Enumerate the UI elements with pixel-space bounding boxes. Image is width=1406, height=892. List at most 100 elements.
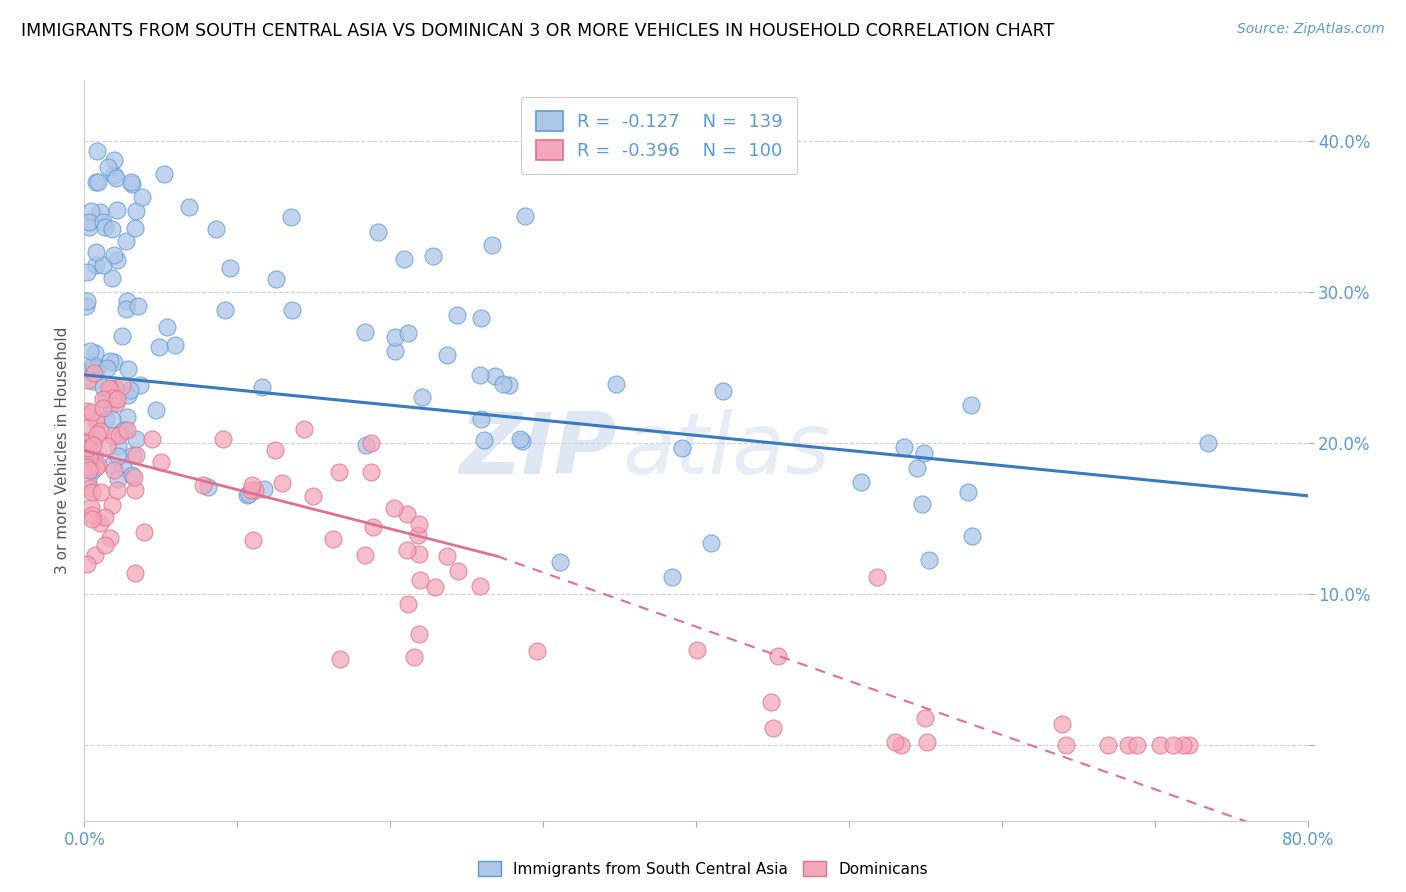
Point xyxy=(77,434,100,448)
Point xyxy=(110,425,132,439)
Point xyxy=(84,413,107,427)
Point xyxy=(526,644,548,658)
Text: atlas: atlas xyxy=(623,409,831,492)
Point xyxy=(1097,738,1119,752)
Point xyxy=(124,483,146,497)
Point xyxy=(893,441,915,455)
Point xyxy=(354,438,377,452)
Point xyxy=(115,294,138,309)
Point xyxy=(406,527,429,541)
Legend: R =  -0.127    N =  139, R =  -0.396    N =  100: R = -0.127 N = 139, R = -0.396 N = 100 xyxy=(522,96,797,175)
Point xyxy=(101,391,124,405)
Point xyxy=(91,258,114,272)
Point xyxy=(105,252,128,267)
Point xyxy=(77,463,100,477)
Point xyxy=(145,403,167,417)
Point xyxy=(73,442,96,457)
Point xyxy=(914,711,936,725)
Point xyxy=(392,252,415,266)
Point xyxy=(94,220,117,235)
Point xyxy=(121,178,143,192)
Point xyxy=(671,441,693,455)
Point xyxy=(468,579,491,593)
Point xyxy=(1050,717,1073,731)
Text: Source: ZipAtlas.com: Source: ZipAtlas.com xyxy=(1237,22,1385,37)
Point xyxy=(125,203,148,218)
Point xyxy=(86,144,108,158)
Point xyxy=(83,366,105,380)
Point xyxy=(112,423,135,437)
Point xyxy=(492,376,515,391)
Point xyxy=(76,293,98,308)
Point xyxy=(498,378,520,392)
Point xyxy=(94,412,117,426)
Point xyxy=(111,460,134,475)
Point xyxy=(1161,738,1184,752)
Point xyxy=(911,497,934,511)
Point xyxy=(236,488,259,502)
Point xyxy=(890,738,912,752)
Point xyxy=(103,153,125,167)
Point xyxy=(79,420,101,434)
Point xyxy=(100,458,122,473)
Point xyxy=(131,190,153,204)
Point xyxy=(425,581,447,595)
Point xyxy=(1171,738,1194,752)
Point xyxy=(82,508,104,522)
Point xyxy=(360,436,382,450)
Point xyxy=(82,463,104,477)
Point xyxy=(509,432,531,446)
Point xyxy=(281,303,304,318)
Point xyxy=(762,721,785,735)
Point xyxy=(101,412,124,426)
Point xyxy=(367,225,389,239)
Point xyxy=(82,437,104,451)
Y-axis label: 3 or more Vehicles in Household: 3 or more Vehicles in Household xyxy=(55,326,70,574)
Point xyxy=(470,368,492,382)
Point xyxy=(422,249,444,263)
Point xyxy=(83,346,105,360)
Point xyxy=(396,597,419,611)
Legend: Immigrants from South Central Asia, Dominicans: Immigrants from South Central Asia, Domi… xyxy=(471,853,935,884)
Point xyxy=(96,439,118,453)
Point xyxy=(105,202,128,217)
Point xyxy=(484,369,506,384)
Point xyxy=(118,384,141,398)
Point xyxy=(107,392,129,406)
Point xyxy=(84,176,107,190)
Point xyxy=(1149,738,1171,752)
Point xyxy=(79,343,101,358)
Point xyxy=(105,483,128,497)
Point xyxy=(82,359,104,373)
Point xyxy=(94,392,117,406)
Point xyxy=(82,433,104,447)
Point xyxy=(252,380,274,394)
Point xyxy=(98,398,121,412)
Point xyxy=(80,512,103,526)
Point xyxy=(264,442,287,457)
Point xyxy=(605,376,627,391)
Point xyxy=(77,435,100,450)
Point xyxy=(1054,738,1077,752)
Point xyxy=(396,326,419,340)
Point xyxy=(402,649,425,664)
Point xyxy=(240,477,263,491)
Point xyxy=(98,381,121,395)
Point xyxy=(219,261,242,276)
Point xyxy=(1197,436,1219,450)
Point xyxy=(107,449,129,463)
Point xyxy=(76,460,98,475)
Point xyxy=(117,362,139,376)
Point xyxy=(243,483,266,497)
Point xyxy=(152,167,174,181)
Point xyxy=(280,210,302,224)
Point xyxy=(382,500,405,515)
Point xyxy=(956,485,979,500)
Point xyxy=(1177,738,1199,752)
Point xyxy=(80,484,103,499)
Point xyxy=(100,383,122,397)
Point xyxy=(481,238,503,252)
Point xyxy=(917,553,939,567)
Point xyxy=(101,271,124,285)
Point xyxy=(163,338,186,352)
